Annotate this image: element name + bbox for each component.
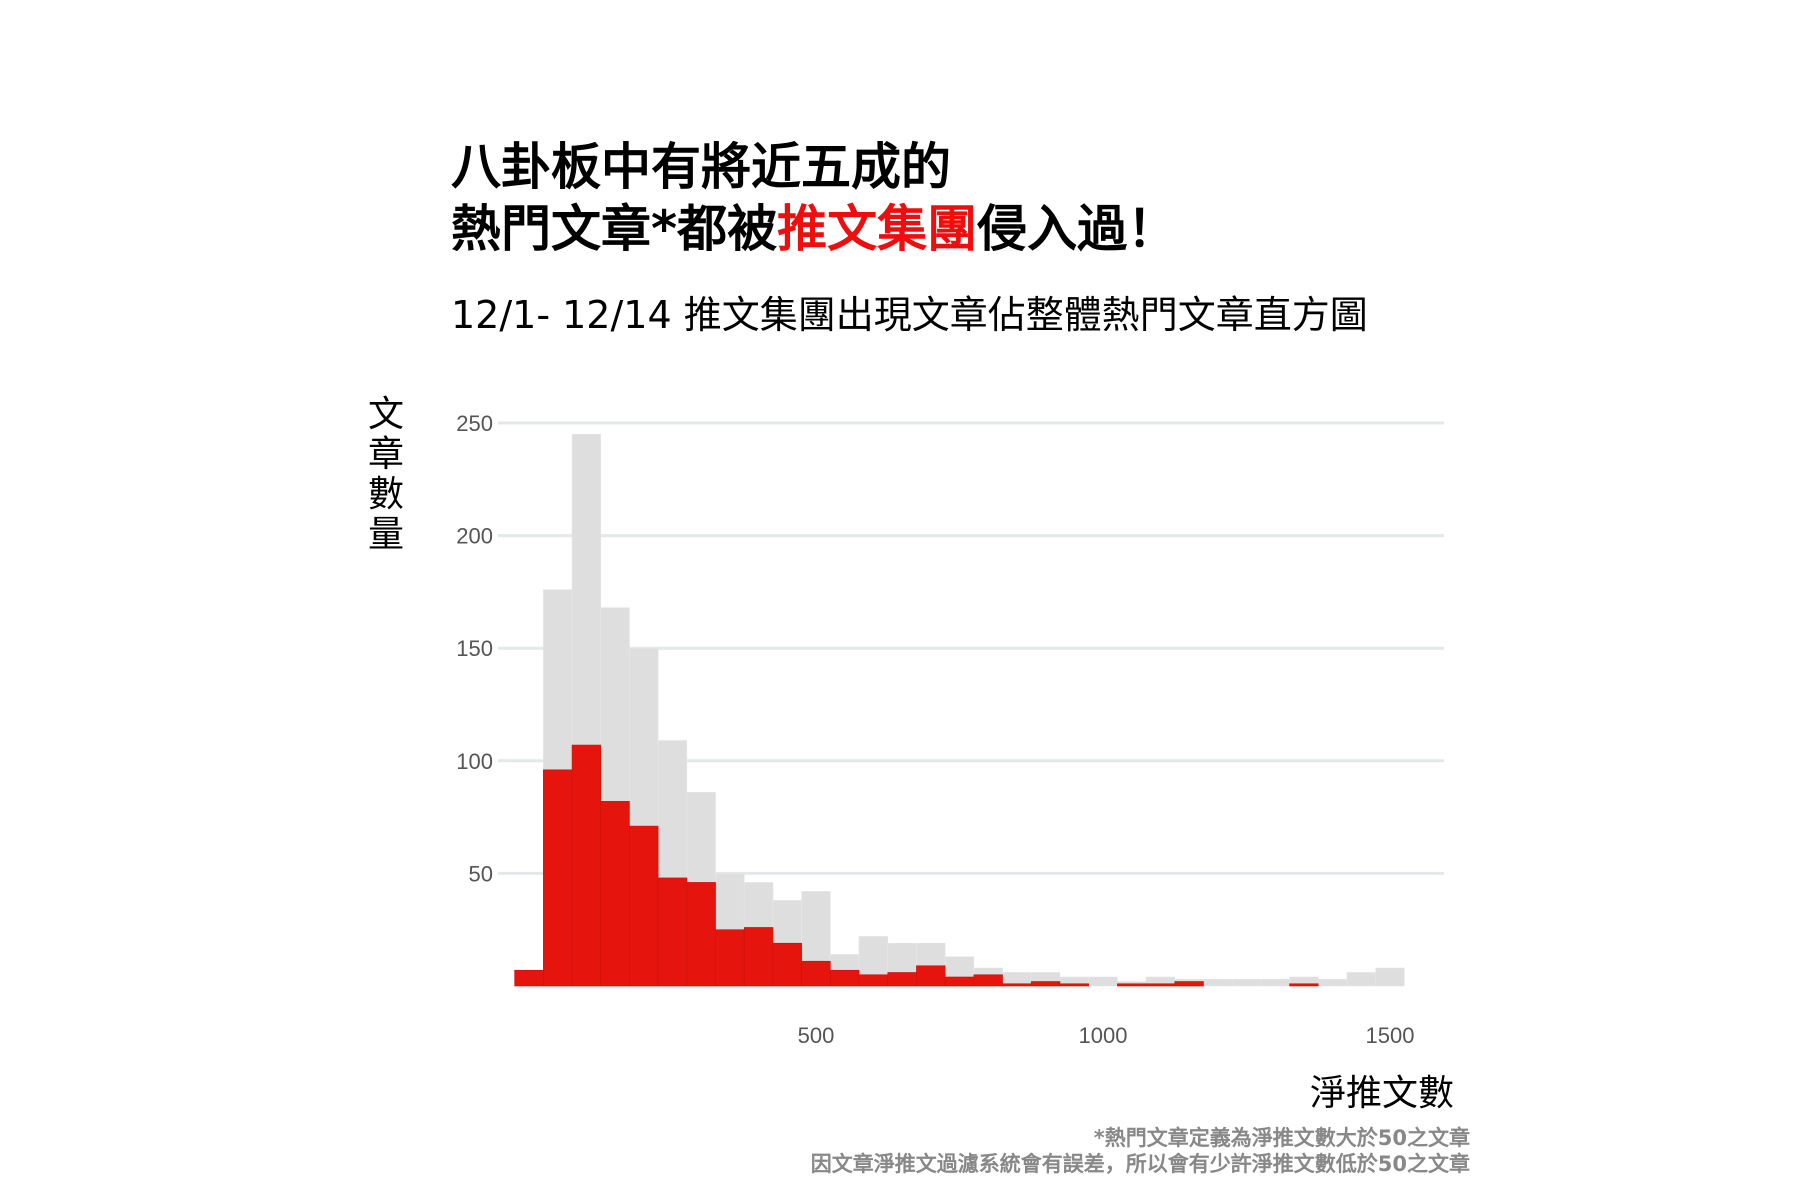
group-bar (1289, 983, 1319, 987)
title-line-2: 熱門文章*都被推文集團侵入過！ (451, 198, 1177, 260)
total-bar (1203, 978, 1233, 987)
title-line-2-prefix: 熱門文章*都被 (451, 200, 778, 258)
group-bar (657, 877, 688, 987)
y-tick-label: 200 (456, 524, 493, 549)
total-bar (1375, 967, 1405, 987)
group-bar (944, 976, 975, 987)
total-bar (1346, 972, 1376, 987)
title-highlight: 推文集團 (777, 200, 978, 258)
total-bar (1088, 976, 1118, 987)
group-bar (887, 972, 917, 987)
group-bar (916, 965, 946, 987)
y-axis-label-char: 量 (367, 514, 404, 555)
title-line-2-suffix: 侵入過！ (977, 200, 1178, 258)
y-axis-label: 文章數量 (364, 395, 408, 555)
group-bar (543, 769, 573, 987)
total-bar (1317, 978, 1348, 987)
group-bar (571, 744, 602, 987)
chart-title: 八卦板中有將近五成的 熱門文章*都被推文集團侵入過！ (451, 136, 1177, 260)
total-bar (1231, 978, 1262, 987)
group-bar (830, 969, 860, 987)
group-bar (772, 942, 802, 987)
group-bar (858, 974, 889, 987)
group-bar (801, 960, 831, 987)
x-axis-label: 淨推文數 (1309, 1073, 1454, 1114)
y-tick-label: 100 (456, 749, 493, 774)
group-bar (1145, 983, 1176, 987)
chart-subtitle: 12/1- 12/14 推文集團出現文章佔整體熱門文章直方圖 (451, 293, 1368, 337)
group-bar (600, 801, 630, 987)
y-axis-label-char: 文 (367, 394, 404, 435)
y-tick-label: 250 (456, 411, 493, 436)
footnote-line-1: *熱門文章定義為淨推文數大於50之文章 (1093, 1126, 1470, 1150)
y-axis-label-char: 章 (367, 434, 404, 475)
group-bar (1117, 983, 1147, 987)
group-bar (629, 825, 659, 987)
group-bar (686, 882, 716, 987)
group-bar (973, 974, 1003, 987)
x-tick-label: 1000 (1079, 1023, 1128, 1048)
group-bar (715, 929, 745, 987)
group-bar (1174, 981, 1204, 987)
group-bar (1059, 983, 1089, 987)
y-tick-label: 150 (456, 636, 493, 661)
x-tick-label: 500 (798, 1023, 835, 1048)
title-line-1: 八卦板中有將近五成的 (451, 138, 951, 196)
y-axis-label-char: 數 (367, 474, 404, 515)
x-tick-label: 1500 (1366, 1023, 1415, 1048)
footnote-line-2: 因文章淨推文過濾系統會有誤差，所以會有少許淨推文數低於50之文章 (810, 1152, 1470, 1176)
group-bar (1030, 981, 1061, 987)
y-tick-label: 50 (469, 861, 493, 886)
total-bar (1260, 978, 1290, 987)
group-bar (1002, 983, 1032, 987)
group-bar (514, 969, 544, 987)
group-bar (743, 927, 774, 987)
footnote: *熱門文章定義為淨推文數大於50之文章 因文章淨推文過濾系統會有誤差，所以會有少… (811, 1125, 1470, 1177)
